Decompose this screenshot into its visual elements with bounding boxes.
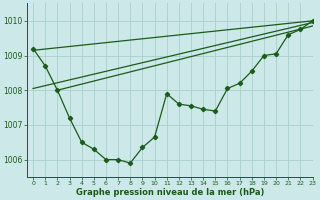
X-axis label: Graphe pression niveau de la mer (hPa): Graphe pression niveau de la mer (hPa) — [76, 188, 264, 197]
